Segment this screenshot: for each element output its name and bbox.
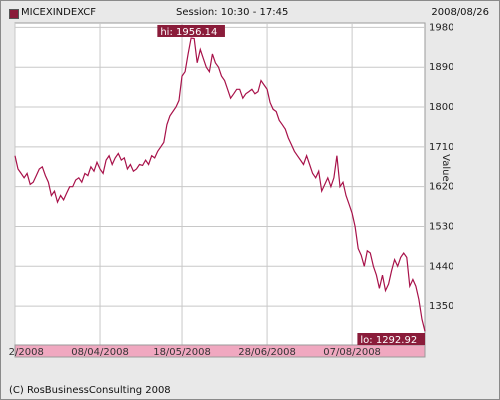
x-tick-label: 08/04/2008 [71, 347, 129, 358]
ticker-label: MICEXINDEXCF [21, 7, 97, 18]
y-axis-label: Value [440, 154, 451, 181]
y-tick-label: 1710 [429, 142, 453, 153]
x-tick-label: 18/05/2008 [153, 347, 211, 358]
lo-label: lo: 1292.92 [360, 335, 417, 346]
plot-background [14, 22, 426, 346]
x-tick-label: 28/06/2008 [238, 347, 296, 358]
y-tick-label: 1350 [429, 301, 453, 312]
x-tick-label: 27/02/2008 [9, 347, 44, 358]
copyright-text: (C) RosBusinessConsulting 2008 [9, 385, 171, 396]
hi-label: hi: 1956.14 [160, 27, 217, 38]
hi-label-box [157, 24, 225, 37]
legend-swatch-icon [9, 9, 19, 19]
lo-label-box [357, 333, 425, 345]
y-tick-label: 1530 [429, 221, 453, 232]
date-label: 2008/08/26 [431, 7, 489, 18]
x-tick-label: 07/08/2008 [323, 347, 381, 358]
line-chart: 1980 1890 1800 1710 1620 1530 1440 1350 27/02/20… [0, 22, 454, 358]
y-tick-label: 1800 [429, 102, 453, 113]
y-tick-label: 1620 [429, 182, 453, 193]
y-tick-label: 1440 [429, 261, 453, 272]
series-line [14, 37, 426, 332]
chart-header: MICEXINDEXCF Session: 10:30 - 17:45 2008… [1, 1, 499, 23]
y-tick-label: 1890 [429, 62, 453, 73]
x-axis-band [14, 344, 426, 358]
plot-area: 1980 1890 1800 1710 1620 1530 1440 1350 27/02/20… [0, 21, 454, 365]
session-label: Session: 10:30 - 17:45 [176, 7, 289, 18]
y-tick-label: 1980 [429, 22, 453, 33]
